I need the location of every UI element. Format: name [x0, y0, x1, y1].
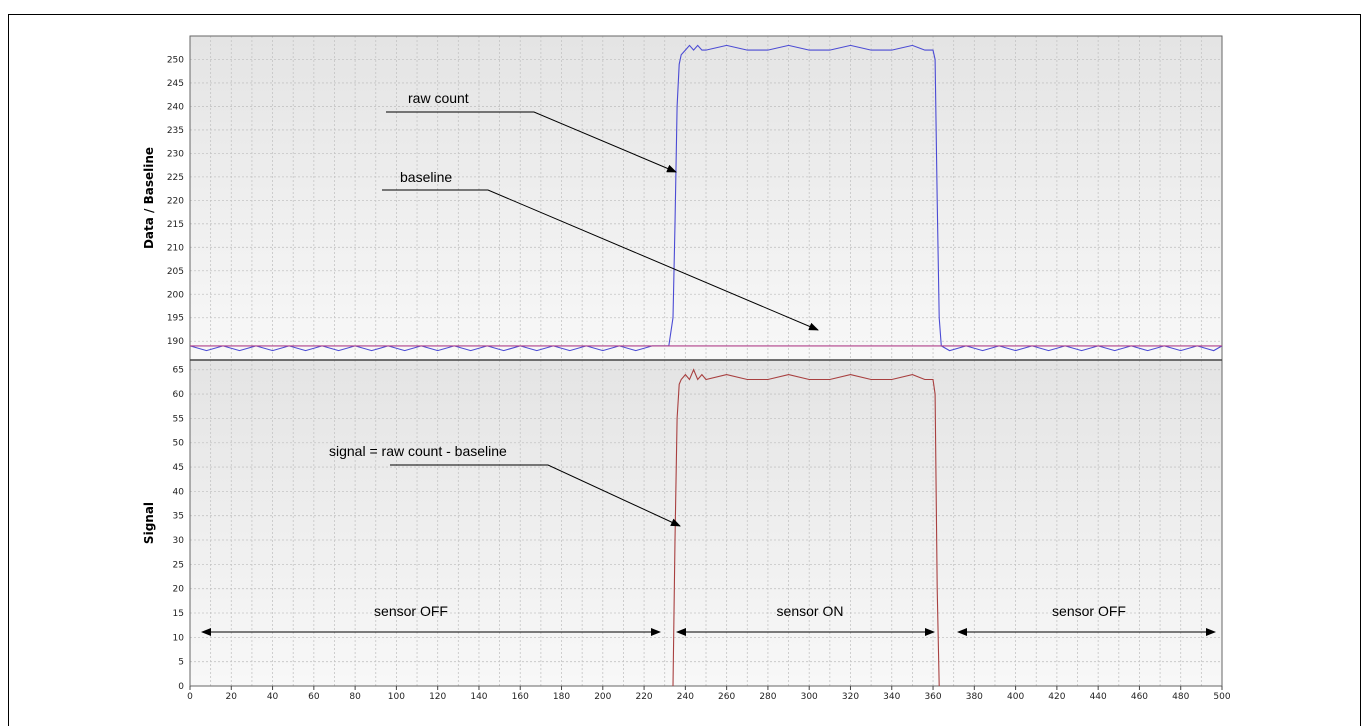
- y-tick-label: 220: [167, 196, 184, 206]
- signal-line: [672, 368, 940, 687]
- y-tick-label: 225: [167, 173, 184, 183]
- annotation-baseline: baseline: [400, 169, 452, 185]
- y-tick-label: 230: [167, 149, 184, 159]
- x-tick-label: 280: [759, 692, 776, 702]
- raw-count-line: [189, 44, 1223, 352]
- y-tick-label: 245: [167, 79, 184, 89]
- x-tick-label: 0: [187, 692, 193, 702]
- x-tick-label: 60: [308, 692, 320, 702]
- y-tick-label: 195: [167, 314, 184, 324]
- y-tick-label: 40: [173, 487, 185, 497]
- x-tick-label: 260: [718, 692, 735, 702]
- y-tick-label: 200: [167, 290, 184, 300]
- y-tick-label: 25: [173, 560, 184, 570]
- figure-frame: [8, 14, 1361, 726]
- x-tick-label: 340: [883, 692, 900, 702]
- x-tick-label: 120: [429, 692, 446, 702]
- x-tick-label: 40: [267, 692, 279, 702]
- x-tick-label: 240: [677, 692, 694, 702]
- x-tick-label: 160: [512, 692, 529, 702]
- y-tick-label: 55: [173, 414, 184, 424]
- annotation-raw-count: raw count: [408, 90, 469, 106]
- x-tick-label: 80: [349, 692, 361, 702]
- arrow-signal: [390, 464, 681, 527]
- y-tick-label: 5: [178, 658, 184, 668]
- x-tick-label: 100: [388, 692, 405, 702]
- annotation-sensor-on: sensor ON: [777, 603, 844, 619]
- y-tick-label: 240: [167, 102, 184, 112]
- y-tick-label: 0: [178, 682, 184, 692]
- annotation-sensor-off-left: sensor OFF: [374, 603, 448, 619]
- x-tick-label: 460: [1131, 692, 1148, 702]
- x-tick-label: 440: [1090, 692, 1107, 702]
- arrow-baseline: [382, 189, 819, 331]
- x-tick-label: 420: [1048, 692, 1065, 702]
- x-tick-label: 140: [470, 692, 487, 702]
- y-tick-label: 45: [173, 463, 184, 473]
- x-tick-label: 320: [842, 692, 859, 702]
- x-tick-label: 480: [1172, 692, 1189, 702]
- x-tick-label: 360: [924, 692, 941, 702]
- y-tick-label: 35: [173, 512, 184, 522]
- y-tick-label: 50: [173, 439, 185, 449]
- y-axis-label: Data / Baseline: [142, 147, 156, 249]
- y-tick-label: 250: [167, 55, 184, 65]
- y-tick-label: 20: [173, 585, 185, 595]
- x-tick-label: 200: [594, 692, 611, 702]
- x-tick-label: 300: [801, 692, 818, 702]
- y-tick-label: 10: [173, 633, 185, 643]
- y-tick-label: 65: [173, 366, 184, 376]
- y-tick-label: 215: [167, 220, 184, 230]
- x-tick-label: 400: [1007, 692, 1024, 702]
- y-tick-label: 210: [167, 243, 184, 253]
- arrow-raw-count: [386, 111, 677, 173]
- y-axis-label: Signal: [142, 502, 156, 544]
- y-tick-label: 30: [173, 536, 185, 546]
- annotation-signal-formula: signal = raw count - baseline: [329, 443, 507, 459]
- x-tick-label: 380: [966, 692, 983, 702]
- x-tick-label: 180: [553, 692, 570, 702]
- x-tick-label: 500: [1213, 692, 1230, 702]
- y-tick-label: 205: [167, 267, 184, 277]
- y-tick-label: 235: [167, 126, 184, 136]
- annotation-sensor-off-right: sensor OFF: [1052, 603, 1126, 619]
- y-tick-label: 15: [173, 609, 184, 619]
- y-tick-label: 190: [167, 337, 184, 347]
- x-tick-label: 20: [226, 692, 238, 702]
- x-tick-label: 220: [635, 692, 652, 702]
- y-tick-label: 60: [173, 390, 185, 400]
